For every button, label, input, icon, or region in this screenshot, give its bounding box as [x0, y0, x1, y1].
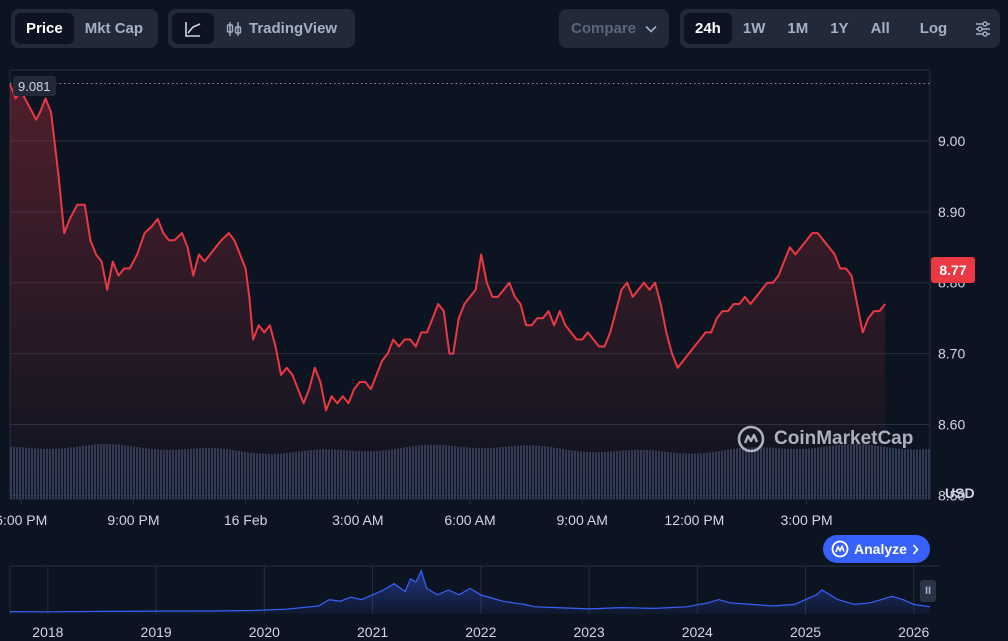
volume-bar [919, 449, 921, 499]
range-all[interactable]: All [870, 20, 890, 37]
analyze-button[interactable]: Analyze [823, 535, 930, 563]
navigator-line [9, 569, 931, 613]
range-24h[interactable]: 24h [684, 13, 732, 44]
chevron-down-icon [645, 25, 657, 33]
volume-bar [889, 447, 891, 499]
navigator-x-tick-label: 2023 [573, 624, 604, 640]
chart-settings-button[interactable] [966, 13, 1000, 44]
navigator-x-tick-label: 2026 [898, 624, 929, 640]
volume-bar [886, 447, 888, 499]
navigator-area [10, 570, 930, 614]
navigator-x-tick-label: 2021 [357, 624, 388, 640]
volume-bar [913, 449, 915, 499]
sliders-icon [974, 20, 992, 37]
tab-mkt-cap[interactable]: Mkt Cap [84, 20, 144, 37]
watermark-text: CoinMarketCap [774, 428, 914, 449]
y-tick-label: 8.70 [938, 346, 965, 362]
currency-label: USD [945, 485, 975, 501]
price-line [9, 83, 886, 412]
x-tick-label: 6:00 AM [444, 512, 495, 528]
chart-toolbar: Price Mkt Cap TradingView Compare 24h 1W… [0, 0, 1008, 56]
range-1y[interactable]: 1Y [830, 20, 849, 37]
volume-bar [904, 449, 906, 499]
navigator-x-tick-label: 2022 [465, 624, 496, 640]
price-area-fill [10, 84, 886, 499]
navigator-x-tick-label: 2024 [682, 624, 713, 640]
line-chart-button[interactable] [172, 13, 214, 44]
view-tab-group: Price Mkt Cap [11, 9, 158, 48]
range-1w[interactable]: 1W [742, 20, 766, 37]
max-price-badge: 9.081 [13, 76, 56, 96]
y-tick-label: 8.90 [938, 204, 965, 220]
chart-style-group: TradingView [168, 9, 355, 48]
log-scale-button[interactable]: Log [919, 20, 948, 37]
candlestick-icon [225, 20, 243, 38]
volume-bar [922, 449, 924, 499]
x-tick-label: 12:00 PM [664, 512, 724, 528]
chevron-right-icon [912, 543, 919, 555]
line-chart-icon [184, 20, 202, 38]
range-group: 24h 1W 1M 1Y All Log [680, 9, 1000, 48]
volume-bar [928, 449, 930, 499]
tab-price[interactable]: Price [15, 13, 74, 44]
x-tick-label: 6:00 PM [0, 512, 47, 528]
coinmarketcap-watermark: CoinMarketCap [736, 424, 913, 454]
tradingview-label: TradingView [249, 20, 338, 37]
navigator-x-tick-label: 2025 [790, 624, 821, 640]
x-tick-label: 9:00 AM [557, 512, 608, 528]
x-tick-label: 16 Feb [224, 512, 268, 528]
volume-bar [901, 448, 903, 499]
x-tick-label: 9:00 PM [107, 512, 159, 528]
volume-bar [892, 447, 894, 499]
volume-bar [916, 449, 918, 499]
volume-bar [895, 448, 897, 499]
coinmarketcap-logo-icon [736, 424, 766, 454]
volume-bar [910, 449, 912, 499]
navigator-x-tick-label: 2018 [32, 624, 63, 640]
volume-bar [925, 449, 927, 499]
range-1m[interactable]: 1M [787, 20, 809, 37]
ai-analyze-icon [831, 540, 849, 558]
navigator-x-tick-label: 2019 [141, 624, 172, 640]
range-navigator-chart[interactable]: 2018 2019 2020 2021 2022 2023 2024 2025 2026 [0, 560, 1008, 641]
compare-dropdown[interactable]: Compare [559, 9, 669, 48]
analyze-label: Analyze [854, 541, 907, 557]
compare-label: Compare [571, 20, 637, 37]
price-chart[interactable]: 9.008.908.808.708.608.50 6:00 PM9:00 PM1… [0, 56, 1008, 540]
volume-bar [907, 449, 909, 499]
y-tick-label: 9.00 [938, 133, 965, 149]
navigator-x-tick-label: 2020 [249, 624, 280, 640]
navigator-handle[interactable]: II [920, 580, 936, 602]
y-tick-label: 8.60 [938, 417, 965, 433]
x-tick-label: 3:00 PM [781, 512, 833, 528]
y-tick-label: 8.50 [938, 487, 965, 503]
current-price-badge: 8.77 [931, 257, 975, 283]
tradingview-button[interactable]: TradingView [214, 13, 348, 44]
x-tick-label: 3:00 AM [332, 512, 383, 528]
volume-bar [898, 448, 900, 499]
